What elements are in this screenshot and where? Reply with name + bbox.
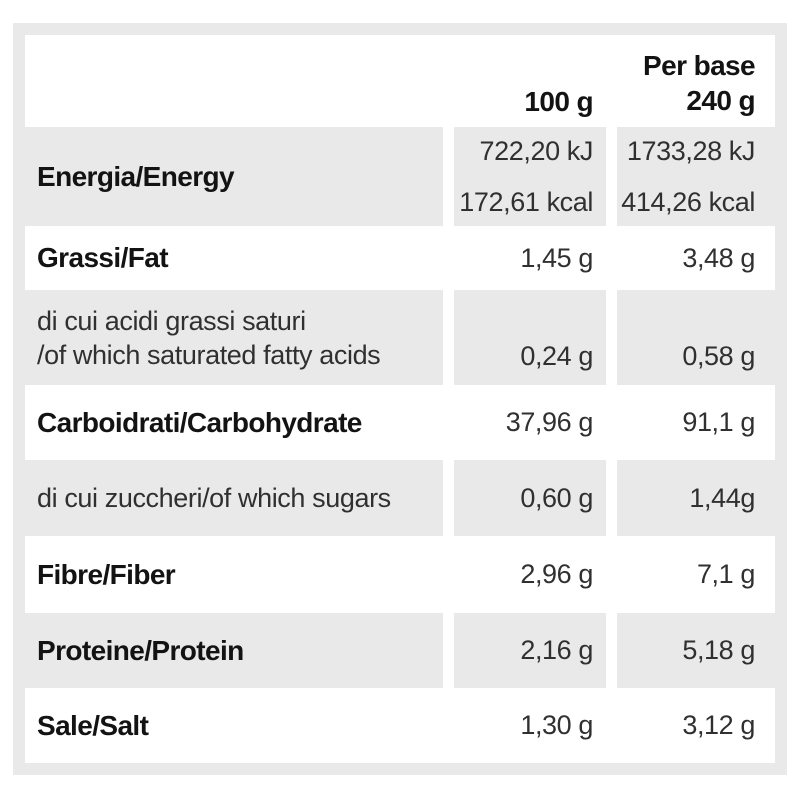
carbohydrate-value-240g-text: 91,1 g: [682, 407, 755, 437]
table-row-energy: Energia/Energy 722,20 kJ 172,61 kcal 173…: [25, 127, 775, 226]
energy-kj-240g: 1733,28 kJ: [626, 136, 756, 166]
fat-value-240g: 3,48 g: [617, 226, 775, 290]
saturated-fat-value-100g: 0,24 g: [454, 290, 606, 385]
table-row-saturated-fat: di cui acidi grassi saturi /of which sat…: [25, 290, 775, 385]
protein-value-100g: 2,16 g: [454, 613, 606, 688]
table-row-fat: Grassi/Fat 1,45 g 3,48 g: [25, 226, 775, 290]
sugars-value-100g-text: 0,60 g: [520, 482, 593, 513]
row-label-fat: Grassi/Fat: [25, 226, 443, 290]
column-header-240g: Per base 240 g: [617, 35, 775, 127]
saturated-fat-value-240g-text: 0,58 g: [682, 341, 755, 371]
protein-value-100g-text: 2,16 g: [520, 635, 593, 665]
fat-value-240g-text: 3,48 g: [682, 242, 755, 273]
energy-kcal-240g: 414,26 kcal: [621, 187, 755, 217]
per-base-label: Per base: [643, 50, 756, 81]
row-label-sugars: di cui zuccheri/of which sugars: [25, 460, 443, 536]
fiber-value-100g: 2,96 g: [454, 536, 606, 613]
energy-value-240g: 1733,28 kJ 414,26 kcal: [617, 127, 775, 226]
fat-value-100g: 1,45 g: [454, 226, 606, 290]
table-row-carbohydrate: Carboidrati/Carbohydrate 37,96 g 91,1 g: [25, 385, 775, 460]
salt-value-100g: 1,30 g: [454, 688, 606, 763]
saturated-fat-label-it: di cui acidi grassi saturi: [37, 305, 306, 336]
protein-label: Proteine/Protein: [37, 634, 244, 666]
row-label-saturated-fat: di cui acidi grassi saturi /of which sat…: [25, 290, 443, 385]
fat-label: Grassi/Fat: [37, 242, 169, 273]
table-row-salt: Sale/Salt 1,30 g 3,12 g: [25, 688, 775, 763]
fiber-label: Fibre/Fiber: [37, 558, 176, 590]
carbohydrate-value-100g: 37,96 g: [454, 385, 606, 460]
energy-label: Energia/Energy: [37, 160, 235, 192]
fiber-value-100g-text: 2,96 g: [520, 559, 593, 589]
row-label-energy: Energia/Energy: [25, 127, 443, 226]
salt-value-240g-text: 3,12 g: [682, 710, 755, 740]
fat-value-100g-text: 1,45 g: [520, 242, 593, 273]
row-label-protein: Proteine/Protein: [25, 613, 443, 688]
fiber-value-240g-text: 7,1 g: [696, 559, 755, 589]
sugars-value-240g-text: 1,44g: [689, 482, 755, 513]
salt-value-240g: 3,12 g: [617, 688, 775, 763]
table-row-fiber: Fibre/Fiber 2,96 g 7,1 g: [25, 536, 775, 613]
column-header-240g-label: 240 g: [686, 85, 755, 116]
table-row-sugars: di cui zuccheri/of which sugars 0,60 g 1…: [25, 460, 775, 536]
row-label-salt: Sale/Salt: [25, 688, 443, 763]
column-header-100g-label: 100 g: [524, 86, 593, 117]
carbohydrate-value-240g: 91,1 g: [617, 385, 775, 460]
salt-value-100g-text: 1,30 g: [520, 710, 593, 740]
sugars-label: di cui zuccheri/of which sugars: [37, 482, 391, 513]
table-row-protein: Proteine/Protein 2,16 g 5,18 g: [25, 613, 775, 688]
carbohydrate-label: Carboidrati/Carbohydrate: [37, 406, 362, 438]
sugars-value-240g: 1,44g: [617, 460, 775, 536]
column-header-100g: 100 g: [454, 35, 606, 127]
saturated-fat-value-100g-text: 0,24 g: [520, 341, 593, 371]
energy-value-100g: 722,20 kJ 172,61 kcal: [454, 127, 606, 226]
table-header-row: 100 g Per base 240 g: [25, 35, 775, 127]
salt-label: Sale/Salt: [37, 709, 149, 741]
saturated-fat-label-en: /of which saturated fatty acids: [37, 339, 381, 370]
row-label-fiber: Fibre/Fiber: [25, 536, 443, 613]
saturated-fat-value-240g: 0,58 g: [617, 290, 775, 385]
carbohydrate-value-100g-text: 37,96 g: [505, 407, 594, 437]
header-empty-cell: [25, 35, 443, 127]
energy-kj-100g: 722,20 kJ: [479, 136, 594, 166]
nutrition-facts-table: 100 g Per base 240 g Energia/Energy 722,…: [13, 23, 787, 775]
sugars-value-100g: 0,60 g: [454, 460, 606, 536]
row-label-carbohydrate: Carboidrati/Carbohydrate: [25, 385, 443, 460]
protein-value-240g-text: 5,18 g: [682, 635, 755, 665]
protein-value-240g: 5,18 g: [617, 613, 775, 688]
energy-kcal-100g: 172,61 kcal: [459, 187, 593, 217]
fiber-value-240g: 7,1 g: [617, 536, 775, 613]
